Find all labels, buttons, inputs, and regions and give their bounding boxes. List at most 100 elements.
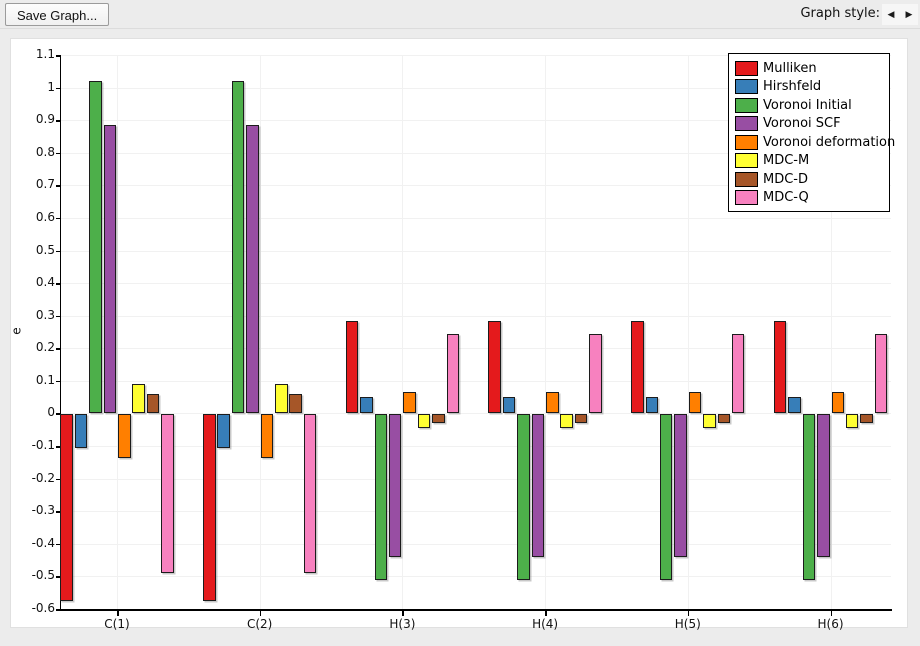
bar-hirshfeld-H(3) [360,397,373,414]
y-tick [56,152,61,155]
bar-hirshfeld-H(6) [788,397,801,414]
graph-style-next-icon[interactable]: ▶ [905,9,913,20]
y-tick-label: -0.4 [31,535,55,550]
h-gridline [61,446,891,448]
y-tick-label: 0.7 [35,177,55,192]
legend-label: Mulliken [763,60,817,76]
y-tick [56,348,61,350]
bar-hirshfeld-C(1) [74,413,88,448]
y-tick-label: 0.4 [35,275,55,290]
bar-mulliken-H(6) [773,320,787,414]
toolbar: Save Graph... Graph style: ◀ ▶ [0,0,920,30]
bar-mdc-q-C(1) [161,413,174,574]
bar-voronoi-initial-H(6) [802,413,816,580]
y-tick-label: -0.1 [31,438,55,453]
legend-swatch-icon [735,60,758,76]
legend-label: Voronoi deformation [763,134,896,150]
graph-style-prev-icon[interactable]: ◀ [887,9,895,20]
bar-mdc-d-C(2) [289,393,302,414]
x-category-label: C(2) [246,617,273,631]
legend-swatch-icon [735,116,758,132]
y-tick [56,250,61,253]
bar-mdc-m-H(3) [417,413,431,429]
bar-voronoi-initial-C(2) [231,81,245,414]
bar-mdc-d-H(6) [860,413,873,424]
h-gridline [61,185,891,187]
graph-style-stepper: ◀ ▶ [882,4,918,25]
bar-voronoi-deformation-H(3) [403,392,416,414]
v-gridline [687,55,689,609]
y-tick [56,283,61,285]
bar-voronoi-scf-H(6) [817,413,830,557]
v-gridline [402,55,404,609]
bar-voronoi-deformation-H(5) [688,392,702,414]
bar-hirshfeld-H(4) [502,397,516,414]
bar-mdc-d-H(4) [574,413,588,424]
y-tick [56,543,61,546]
y-tick [56,446,61,448]
h-gridline [61,380,891,382]
h-gridline [61,576,891,578]
y-axis-title: e [9,327,24,335]
y-tick [56,576,61,578]
y-tick [56,315,61,318]
bar-voronoi-scf-C(1) [103,125,116,414]
bar-hirshfeld-H(5) [645,397,658,414]
bar-voronoi-deformation-C(2) [260,413,274,458]
y-tick [56,511,61,513]
legend-swatch-icon [735,134,758,150]
y-tick-label: -0.2 [31,470,55,485]
y-tick [56,413,61,415]
v-gridline [259,55,261,609]
x-category-label: H(3) [389,617,416,631]
bar-voronoi-scf-H(5) [674,413,687,557]
bar-voronoi-deformation-H(4) [546,392,559,414]
x-category-label: H(5) [674,617,701,631]
legend: Mulliken Hirshfeld Voronoi Initial Voronoi … [728,53,895,212]
legend-item-hirshfeld: Hirshfeld [735,78,883,97]
legend-item-mulliken: Mulliken [735,59,883,78]
y-tick [56,609,61,611]
toolbar-separator [0,28,920,29]
bar-mdc-m-C(1) [132,384,145,414]
y-axis-line [59,55,61,611]
h-gridline [61,478,891,480]
legend-swatch-icon [735,153,758,169]
bar-voronoi-initial-H(4) [517,413,530,580]
h-gridline [61,217,891,219]
legend-swatch-icon [735,171,758,187]
y-tick [56,185,61,187]
legend-label: Hirshfeld [763,79,822,95]
bar-mdc-d-H(5) [717,413,730,424]
y-tick-label: 0.8 [35,144,55,159]
x-tick [830,611,832,616]
legend-swatch-icon [735,190,758,206]
bar-mdc-q-H(4) [589,333,602,414]
x-tick [687,611,690,616]
x-category-label: H(4) [532,617,559,631]
y-tick-label: 0.9 [35,112,55,127]
y-tick-label: -0.5 [31,568,55,583]
h-gridline [61,120,891,122]
legend-swatch-icon [735,79,758,95]
legend-item-mdc-d: MDC-D [735,170,883,189]
y-tick-label: -0.6 [31,601,55,615]
save-graph-button[interactable]: Save Graph... [5,3,110,26]
bar-mdc-q-H(6) [874,333,888,414]
bar-voronoi-initial-C(1) [89,81,102,414]
bar-mulliken-C(2) [203,413,216,601]
bar-mdc-d-C(1) [146,393,160,414]
y-tick-label: -0.3 [31,503,55,518]
y-tick-label: 1 [47,79,55,94]
x-tick [117,611,119,616]
bar-mdc-m-H(6) [845,413,859,429]
y-tick [56,217,61,220]
bar-voronoi-deformation-C(1) [118,413,131,458]
x-tick [545,611,547,616]
y-tick-label: 0.3 [35,307,55,322]
bar-mulliken-H(4) [488,320,501,414]
bar-voronoi-initial-H(3) [374,413,387,580]
x-category-label: C(1) [104,617,130,631]
x-tick [402,611,404,616]
